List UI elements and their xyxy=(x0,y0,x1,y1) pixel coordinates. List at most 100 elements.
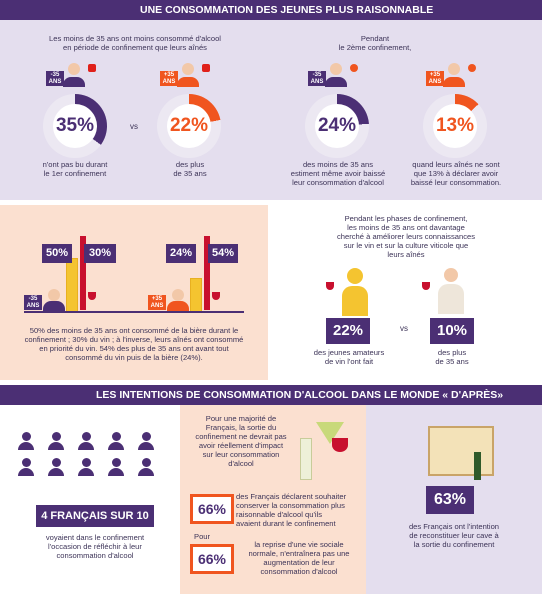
person-icon xyxy=(108,432,124,450)
col1-line1: voyaient dans le confinement xyxy=(45,533,145,542)
donut-value: 13% xyxy=(435,115,475,136)
stat4-caption-line3: baissé leur consommation. xyxy=(410,178,502,187)
col2-stat2-line3: augmentation de leur xyxy=(263,558,335,567)
arrow-down-icon xyxy=(350,64,358,72)
section3-title: LES INTENTIONS DE CONSOMMATION D'ALCOOL … xyxy=(96,389,504,401)
donut-value: 35% xyxy=(55,115,95,136)
stat3-caption-line3: leur consommation d'alcool xyxy=(292,178,384,187)
col2-stat2-text: la reprise d'une vie sociale normale, n'… xyxy=(236,540,362,576)
person-icon xyxy=(18,432,34,450)
col2-intro-line1: Pour une majorité de xyxy=(205,414,277,423)
col3-line1: des Français ont l'intention xyxy=(408,522,500,531)
stat4-caption: quand leurs aînés ne sont que 13% à décl… xyxy=(402,160,510,187)
bottle-icon xyxy=(300,438,312,480)
stat4-caption-line1: quand leurs aînés ne sont xyxy=(412,160,500,169)
person-icon xyxy=(48,432,64,450)
col2-intro-line4: avoir réellement d'impact xyxy=(198,441,284,450)
col2-stat2-line2: normale, n'entraînera pas une xyxy=(248,549,350,558)
age-badge: +35 ANS xyxy=(148,295,166,310)
wine-glass-icon xyxy=(88,292,96,300)
avatar-head xyxy=(448,63,460,75)
section3-banner: LES INTENTIONS DE CONSOMMATION D'ALCOOL … xyxy=(0,385,542,405)
wine-glass-icon xyxy=(332,438,348,452)
person-icon xyxy=(138,458,154,476)
vs-label: vs xyxy=(400,324,408,333)
intro-right-line2: le 2ème confinement, xyxy=(338,43,412,52)
stat-10-callout: 10% xyxy=(430,318,474,344)
stat-10-caption-line2: de 35 ans xyxy=(435,357,469,366)
person-icon xyxy=(18,458,34,476)
stat1-caption-line1: n'ont pas bu durant xyxy=(42,160,108,169)
person-icon xyxy=(78,432,94,450)
col2-intro: Pour une majorité de Français, la sortie… xyxy=(192,414,290,468)
glasses-illustration xyxy=(296,422,356,480)
col2-intro-line3: confinement ne devrait pas xyxy=(195,432,287,441)
avatar-head xyxy=(172,289,184,301)
table-line xyxy=(24,311,244,313)
person-icon xyxy=(108,458,124,476)
avatar-body xyxy=(177,77,199,87)
avatar-head xyxy=(330,63,342,75)
avatar-head xyxy=(182,63,194,75)
section2-right-line5: leurs aînés xyxy=(387,250,425,259)
stat-10-caption: des plus de 35 ans xyxy=(416,348,488,366)
french-share-headline: 4 FRANÇAIS SUR 10 xyxy=(36,505,154,527)
vs-label: vs xyxy=(130,122,138,131)
stat3-caption-line1: des moins de 35 ans xyxy=(302,160,374,169)
wine-glass-icon xyxy=(212,292,220,300)
person-icon xyxy=(78,458,94,476)
wine-share-label: 54% xyxy=(208,244,238,263)
section1-title: UNE CONSOMMATION DES JEUNES PLUS RAISONN… xyxy=(140,4,434,16)
section2-right-line2: les moins de 35 ans ont davantage xyxy=(347,223,465,232)
wine-rack-illustration xyxy=(428,426,494,476)
beer-share-label: 50% xyxy=(42,244,72,263)
stat-22-caption-line2: de vin l'ont fait xyxy=(324,357,374,366)
stat-66-callout-2: 66% xyxy=(190,544,234,574)
section1-banner: UNE CONSOMMATION DES JEUNES PLUS RAISONN… xyxy=(0,0,542,20)
people-grid xyxy=(18,432,164,480)
beer-share-label: 24% xyxy=(166,244,196,263)
wine-glass-icon xyxy=(422,282,430,290)
pour-label: Pour xyxy=(194,532,211,541)
col3-text: des Français ont l'intention de reconsti… xyxy=(398,522,510,549)
stat-63-callout: 63% xyxy=(426,486,474,514)
intro-left-line2: en période de confinement que leurs aîné… xyxy=(63,43,207,52)
avatar-body xyxy=(325,77,347,87)
col2-stat2-line1: la reprise d'une vie sociale xyxy=(254,540,344,549)
col1-line2: l'occasion de réfléchir à leur xyxy=(48,542,142,551)
col2-stat1-text: des Français déclarent souhaiter conserv… xyxy=(236,492,362,528)
intro-left: Les moins de 35 ans ont moins consommé d… xyxy=(40,34,230,52)
section2-right-line1: Pendant les phases de confinement, xyxy=(344,214,468,223)
no-alcohol-icon xyxy=(88,64,96,72)
wine-bottle-icon xyxy=(204,236,210,310)
col2-stat1-line3: raisonnable d'alcool qu'ils xyxy=(236,510,323,519)
col3-line2: de reconstituer leur cave à xyxy=(409,531,499,540)
age-badge: +35 ANS xyxy=(426,71,444,86)
wine-share-label: 30% xyxy=(84,244,116,263)
stat4-caption-line2: que 13% à déclarer avoir xyxy=(413,169,499,178)
stat-66-callout-1: 66% xyxy=(190,494,234,524)
col3-line3: la sortie du confinement xyxy=(413,540,495,549)
age-badge: -35 ANS xyxy=(24,295,42,310)
col2-intro-line2: Français, la sortie du xyxy=(205,423,277,432)
section2-left-line1: 50% des moins de 35 ans ont consommé de … xyxy=(29,326,239,335)
donut-value: 22% xyxy=(169,115,209,136)
section2-left-text: 50% des moins de 35 ans ont consommé de … xyxy=(12,326,256,362)
section2-right-line4: sur le vin et sur la culture viticole qu… xyxy=(343,241,469,250)
arrow-down-icon xyxy=(468,64,476,72)
avatar-body xyxy=(63,77,85,87)
wine-bottle-icon xyxy=(80,236,86,310)
stat2-caption-line2: de 35 ans xyxy=(173,169,207,178)
stat-22-callout: 22% xyxy=(326,318,370,344)
col2-stat1-line1: des Français déclarent souhaiter xyxy=(236,492,347,501)
stat1-caption: n'ont pas bu durant le 1er confinement xyxy=(30,160,120,178)
col2-stat1-line4: avaient durant le confinement xyxy=(236,519,336,528)
avatar-body xyxy=(43,301,65,311)
age-badge: +35 ANS xyxy=(160,71,178,86)
stat2-caption-line1: des plus xyxy=(175,160,205,169)
no-alcohol-icon xyxy=(202,64,210,72)
beer-glass-icon xyxy=(66,258,78,312)
stat3-caption-line2: estiment même avoir baissé xyxy=(290,169,386,178)
wine-glass-icon xyxy=(326,282,334,290)
